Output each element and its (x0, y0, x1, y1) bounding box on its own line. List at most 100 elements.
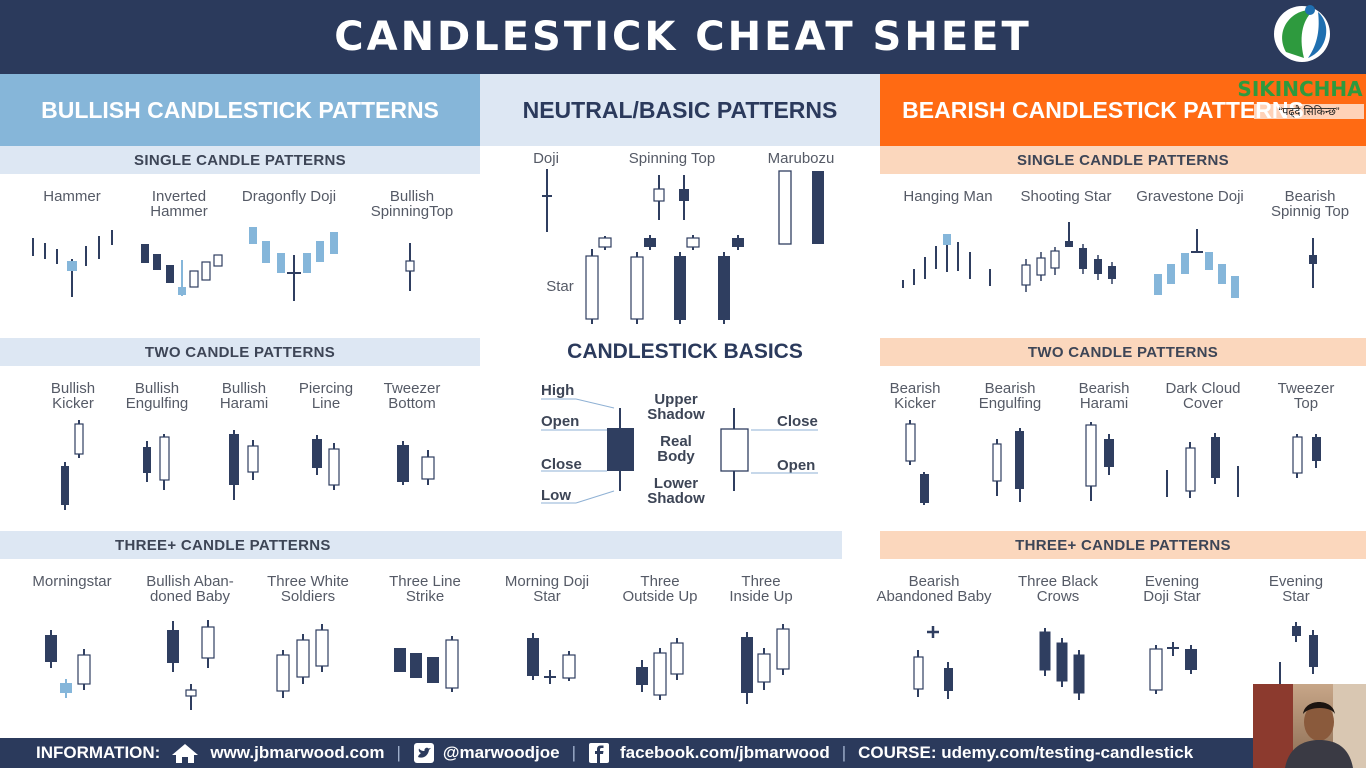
sikinchha-logo: SIKINCHHA “पढ्दै सिकिन्छ” (1234, 0, 1366, 124)
basics-bullish-candle (720, 408, 749, 491)
basics-upper-shadow-label: Upper Shadow (647, 391, 705, 423)
bearish-kicker-pattern (905, 420, 929, 505)
footer-twitter-link[interactable]: @marwoodjoe (442, 743, 560, 762)
label-hammer: Hammer (43, 188, 101, 205)
three-line-strike-pattern (394, 636, 459, 692)
bullish-spinning-top-pattern (405, 243, 415, 291)
twitter-icon (413, 743, 434, 763)
bull-two-title: TWO CANDLE PATTERNS (0, 338, 480, 366)
label-three-inside-up: Three Inside Up (729, 573, 793, 605)
basics-real-body-label: Real Body (657, 433, 695, 465)
hanging-man-body (943, 234, 951, 245)
bearish-abandoned-baby-pattern (913, 626, 953, 699)
gravestone-doji-pattern (1154, 229, 1239, 298)
webcam-overlay (1253, 684, 1366, 768)
morningstar-pattern (45, 630, 91, 698)
label-three-line-strike: Three Line Strike (389, 573, 461, 605)
doji-pattern (542, 169, 552, 232)
dragonfly-doji-pattern (249, 227, 338, 301)
basics-title: CANDLESTICK BASICS (567, 340, 803, 363)
label-bearish-kicker: Bearish Kicker (889, 380, 941, 412)
bull-three-title: THREE+ CANDLE PATTERNS (0, 531, 842, 559)
inverted-hammer-pattern (141, 244, 223, 296)
label-bearish-abandoned-baby: Bearish Abandoned Baby (876, 573, 992, 605)
label-bullish-kicker: Bullish Kicker (50, 380, 96, 412)
tweezer-top-pattern (1292, 434, 1321, 478)
hammer-candle-body (67, 261, 77, 271)
label-tweezer-top: Tweezer Top (1277, 380, 1335, 412)
label-dragonfly-doji: Dragonfly Doji (241, 188, 337, 205)
label-gravestone-doji: Gravestone Doji (1136, 188, 1244, 205)
label-spinning-top: Spinning Top (628, 150, 716, 167)
title-bar: CANDLESTICK CHEAT SHEET (0, 0, 1366, 74)
basics-open-left-label: Open (541, 413, 580, 430)
label-bearish-engulfing: Bearish Engulfing (978, 380, 1042, 412)
bull-single-title: SINGLE CANDLE PATTERNS (0, 146, 480, 174)
star-pattern (585, 235, 744, 324)
three-outside-up-pattern (636, 638, 684, 700)
label-bearish-spinning-top: Bearish Spinnig Top (1270, 188, 1350, 220)
basics-close-right-label: Close (777, 413, 818, 430)
label-dark-cloud-cover: Dark Cloud Cover (1165, 380, 1241, 412)
footer-bar: INFORMATION: www.jbmarwood.com | @marwoo… (0, 738, 1366, 768)
svg-text:SIKINCHHA: SIKINCHHA (1237, 77, 1363, 101)
footer-facebook-link[interactable]: facebook.com/jbmarwood (620, 743, 830, 762)
spinning-top-pattern (653, 175, 689, 220)
label-bullish-abandoned-baby: Bullish Aban- doned Baby (146, 573, 234, 605)
label-piercing-line: Piercing Line (298, 380, 354, 412)
label-marubozu: Marubozu (767, 150, 835, 167)
bullish-kicker-pattern (61, 420, 84, 510)
label-doji: Doji (533, 150, 559, 167)
home-icon (172, 744, 199, 763)
dark-cloud-cover-pattern (1166, 433, 1239, 498)
bearish-spinning-top-pattern (1309, 238, 1317, 288)
basics-bearish-candle (607, 408, 634, 491)
evening-star-pattern (1279, 622, 1318, 690)
bullish-harami-pattern (229, 430, 259, 500)
three-black-crows-pattern (1039, 628, 1085, 700)
logo-tagline: “पढ्दै सिकिन्छ” (1254, 104, 1364, 119)
piercing-line-pattern (312, 435, 340, 490)
footer-website-link[interactable]: www.jbmarwood.com (210, 743, 385, 762)
footer-information-label: INFORMATION: (36, 743, 161, 762)
basics-low-label: Low (541, 487, 571, 504)
bullish-engulfing-pattern (143, 434, 170, 490)
label-morningstar: Morningstar (32, 573, 112, 590)
facebook-icon (589, 743, 609, 763)
bear-single-title: SINGLE CANDLE PATTERNS (880, 146, 1366, 174)
three-white-soldiers-pattern (276, 624, 329, 698)
page-title: CANDLESTICK CHEAT SHEET (334, 14, 1032, 60)
basics-lower-shadow-label: Lower Shadow (647, 475, 705, 507)
evening-doji-star-pattern (1149, 642, 1197, 694)
label-bullish-spinning-top: Bullish SpinningTop (370, 188, 454, 220)
three-inside-up-pattern (741, 624, 790, 704)
label-hanging-man: Hanging Man (903, 188, 993, 205)
label-evening-doji-star: Evening Doji Star (1143, 573, 1201, 605)
bear-two-title: TWO CANDLE PATTERNS (880, 338, 1366, 366)
label-three-outside-up: Three Outside Up (622, 573, 698, 605)
label-bullish-harami: Bullish Harami (219, 380, 269, 412)
bearish-engulfing-pattern (992, 428, 1024, 502)
label-three-black-crows: Three Black Crows (1017, 573, 1099, 605)
label-morning-doji-star: Morning Doji Star (504, 573, 590, 605)
label-star: Star (546, 278, 574, 295)
bear-three-title: THREE+ CANDLE PATTERNS (880, 531, 1366, 559)
label-evening-star: Evening Star (1268, 573, 1324, 605)
label-three-white-soldiers: Three White Soldiers (267, 573, 349, 605)
basics-close-left-label: Close (541, 456, 582, 473)
footer-course-link[interactable]: COURSE: udemy.com/testing-candlestick (858, 743, 1194, 762)
morning-doji-star-pattern (527, 633, 576, 684)
neutral-header: NEUTRAL/BASIC PATTERNS (480, 74, 880, 146)
basics-open-right-label: Open (777, 457, 816, 474)
marubozu-pattern (778, 170, 824, 245)
label-tweezer-bottom: Tweezer Bottom (383, 380, 441, 412)
basics-guide-lines (541, 398, 818, 504)
bullish-abandoned-baby-pattern (167, 620, 215, 710)
label-bullish-engulfing: Bullish Engulfing (125, 380, 189, 412)
label-shooting-star: Shooting Star (1020, 188, 1112, 205)
bullish-header: BULLISH CANDLESTICK PATTERNS (0, 74, 480, 146)
label-inverted-hammer: Inverted Hammer (150, 188, 208, 220)
basics-high-label: High (541, 382, 575, 399)
label-bearish-harami: Bearish Harami (1078, 380, 1130, 412)
